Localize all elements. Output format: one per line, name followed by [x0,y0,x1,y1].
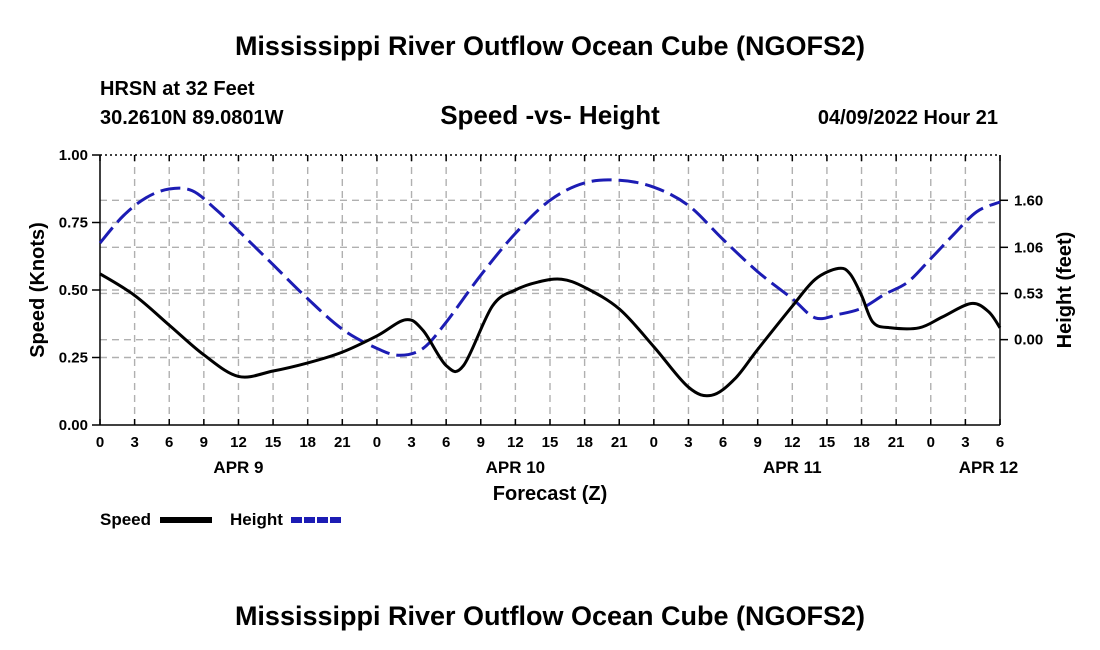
coordinates-label: 30.2610N 89.0801W [100,107,284,129]
y-left-tick-label: 0.75 [59,215,88,232]
x-tick-label: 18 [576,434,593,451]
y-right-tick-label: 1.06 [1014,239,1043,256]
axes: 0 3 6 9 12 15 18 21 0 3 6 9 12 15 18 21 0 3 6 9 12 15 18 21 0 3 6 A… [59,147,1043,477]
legend-speed-label: Speed [100,510,151,529]
y-right-tick-label: 1.60 [1014,192,1043,209]
date-label: APR 11 [763,458,822,477]
x-tick-label: 0 [650,434,658,451]
y-right-tick-label: 0.00 [1014,332,1043,349]
run-time-label: 04/09/2022 Hour 21 [818,107,998,129]
x-tick-label: 21 [334,434,351,451]
x-tick-label: 3 [407,434,415,451]
x-tick-label: 6 [165,434,173,451]
station-label: HRSN at 32 Feet [100,78,255,100]
x-tick-label: 0 [927,434,935,451]
y-axis-left-label: Speed (Knots) [27,222,49,358]
series-line-height [98,178,1001,357]
x-tick-label: 0 [96,434,104,451]
series-line-speed [99,266,1002,398]
y-left-tick-label: 0.50 [59,282,88,299]
x-tick-label: 6 [442,434,450,451]
x-tick-label: 6 [996,434,1004,451]
x-tick-label: 12 [784,434,801,451]
date-label: APR 9 [213,458,263,477]
y-axis-right-label: Height (feet) [1054,232,1076,349]
y-left-tick-label: 0.00 [59,417,88,434]
chart-subtitle: Speed -vs- Height [440,100,660,130]
x-tick-label: 12 [230,434,247,451]
x-tick-label: 3 [130,434,138,451]
date-label: APR 10 [486,458,546,477]
y-left-tick-label: 1.00 [59,147,88,164]
x-tick-label: 3 [684,434,692,451]
x-tick-label: 3 [961,434,969,451]
x-tick-label: 12 [507,434,524,451]
date-label: APR 12 [959,458,1019,477]
x-tick-label: 0 [373,434,381,451]
x-tick-label: 15 [819,434,836,451]
footer-title: Mississippi River Outflow Ocean Cube (NG… [235,601,865,631]
x-tick-label: 9 [477,434,485,451]
chart-title: Mississippi River Outflow Ocean Cube (NG… [235,31,865,61]
x-tick-label: 21 [611,434,628,451]
x-tick-label: 18 [853,434,870,451]
x-tick-label: 15 [265,434,282,451]
y-left-tick-label: 0.25 [59,350,88,367]
x-tick-label: 9 [754,434,762,451]
grid-lines [100,155,1000,425]
legend: Speed Height [100,510,343,529]
x-tick-label: 9 [200,434,208,451]
y-right-tick-label: 0.53 [1014,285,1043,302]
x-tick-label: 18 [299,434,316,451]
legend-height-label: Height [230,510,283,529]
x-axis-label: Forecast (Z) [493,483,607,505]
x-tick-label: 21 [888,434,905,451]
x-tick-label: 6 [719,434,727,451]
data-series [98,178,1002,398]
x-tick-label: 15 [542,434,559,451]
